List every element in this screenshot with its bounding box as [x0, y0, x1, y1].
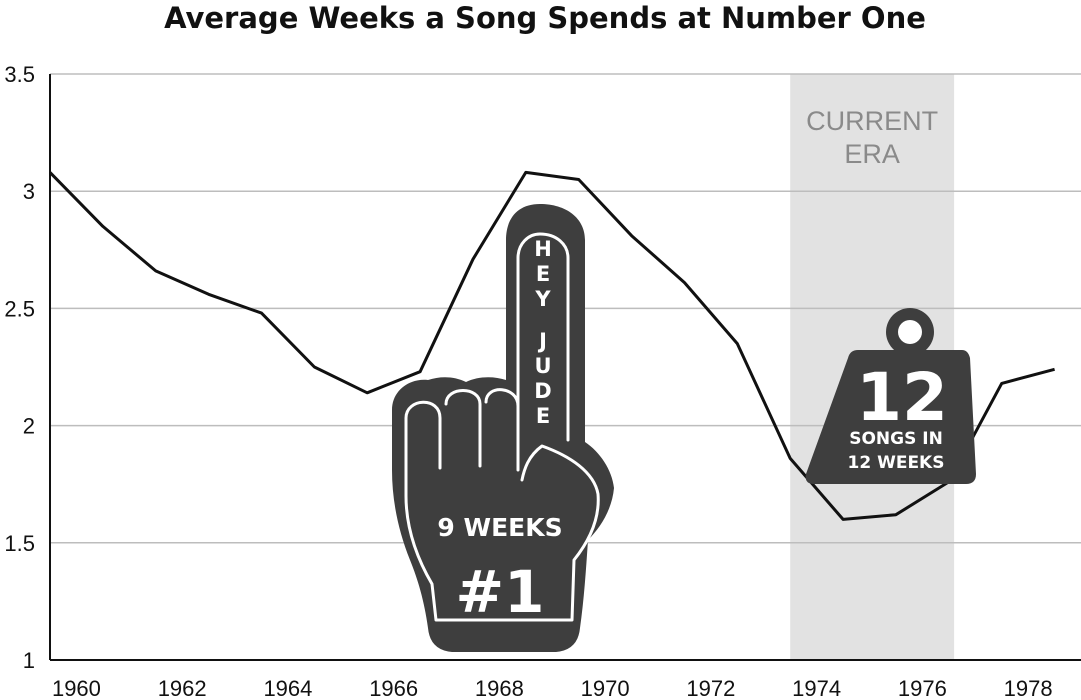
weight-annotation: 12 SONGS IN 12 WEEKS: [805, 308, 976, 484]
series-line: [48, 170, 1055, 521]
y-tick-label: 2.5: [4, 296, 35, 321]
current-era-label-line2: ERA: [844, 139, 900, 169]
y-tick-label: 2: [23, 414, 35, 439]
x-tick-label: 1964: [263, 676, 312, 700]
finger-letter-7: E: [536, 404, 550, 428]
weight-body: [805, 350, 976, 484]
foam-hand-annotation: H E Y J U D E 9 WEEKS #1: [392, 204, 614, 652]
y-axis-ticks: 1 1.5 2 2.5 3 3.5: [4, 62, 35, 673]
current-era-label-line1: CURRENT: [806, 106, 938, 136]
x-tick-label: 1976: [898, 676, 947, 700]
x-axis-ticks: 1960 1962 1964 1966 1968 1970 1972 1974 1976 1978: [52, 676, 1053, 700]
y-tick-label: 1.5: [4, 531, 35, 556]
x-tick-label: 1968: [475, 676, 524, 700]
y-tick-label: 3: [23, 179, 35, 204]
x-tick-label: 1972: [686, 676, 735, 700]
finger-letter-4: J: [537, 329, 547, 353]
y-tick-label: 1: [23, 648, 35, 673]
y-tick-label: 3.5: [4, 62, 35, 87]
foam-hand-shape: [392, 204, 614, 652]
x-tick-label: 1966: [369, 676, 418, 700]
foam-hand-outline: [404, 232, 600, 622]
weight-handle-hole: [898, 320, 922, 344]
x-tick-label: 1970: [581, 676, 630, 700]
finger-letter-1: H: [534, 237, 552, 261]
x-tick-label: 1962: [158, 676, 207, 700]
weight-line2: 12 WEEKS: [848, 453, 945, 473]
weight-line1: SONGS IN: [849, 429, 943, 449]
finger-letter-3: Y: [534, 287, 551, 311]
weight-number: 12: [856, 359, 948, 436]
chart-title: Average Weeks a Song Spends at Number On…: [164, 1, 926, 35]
x-tick-label: 1978: [1004, 676, 1053, 700]
hand-number-one-label: #1: [456, 558, 545, 626]
finger-letter-5: U: [534, 354, 551, 378]
x-tick-label: 1974: [792, 676, 841, 700]
x-tick-label: 1960: [52, 676, 101, 700]
finger-letter-6: D: [534, 379, 551, 403]
finger-letter-2: E: [536, 262, 550, 286]
hand-weeks-label: 9 WEEKS: [437, 513, 562, 542]
